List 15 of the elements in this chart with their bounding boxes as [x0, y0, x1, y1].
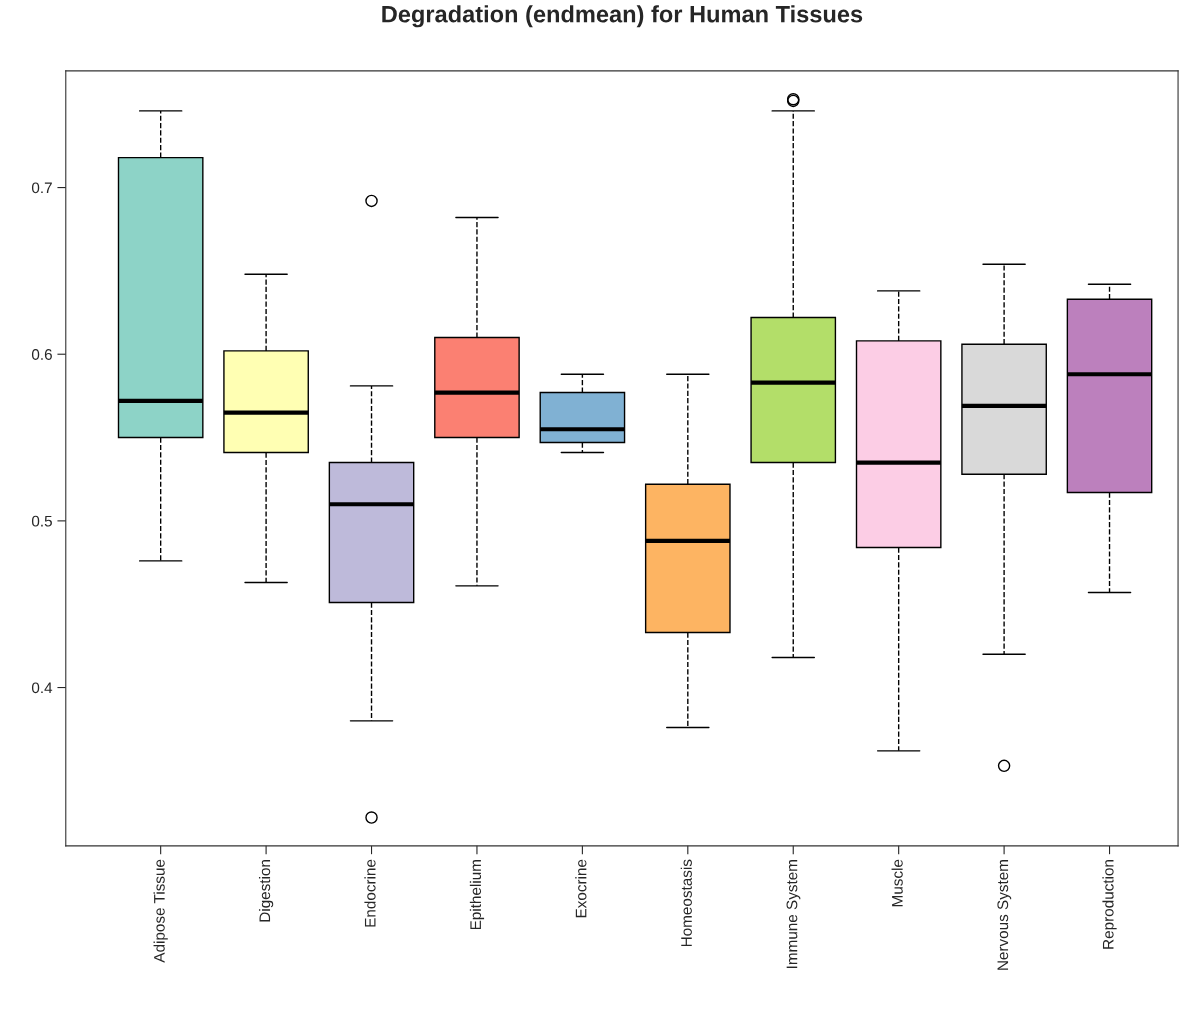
x-tick-label: Reproduction — [1102, 860, 1117, 949]
y-tick-label: 0.5 — [31, 515, 52, 527]
x-tick-label: Epithelium — [469, 860, 485, 930]
x-tick-label: Immune System — [786, 860, 801, 968]
x-tick-label: Digestion — [258, 860, 274, 922]
x-tick-label: Endocrine — [364, 859, 376, 927]
x-tick-label: Muscle — [891, 859, 903, 907]
x-tick-label: Exocrine — [575, 859, 587, 918]
x-tick-label: Adipose Tissue — [153, 859, 168, 963]
x-tick-label: Homeostasis — [680, 859, 692, 947]
y-tick-label: 0.7 — [31, 182, 52, 194]
chart-title: Degradation (endmean) for Human Tissues — [382, 5, 863, 28]
x-tick-label: Nervous System — [997, 860, 1012, 970]
y-tick-label: 0.6 — [31, 349, 52, 360]
y-tick-label: 0.4 — [31, 682, 53, 694]
